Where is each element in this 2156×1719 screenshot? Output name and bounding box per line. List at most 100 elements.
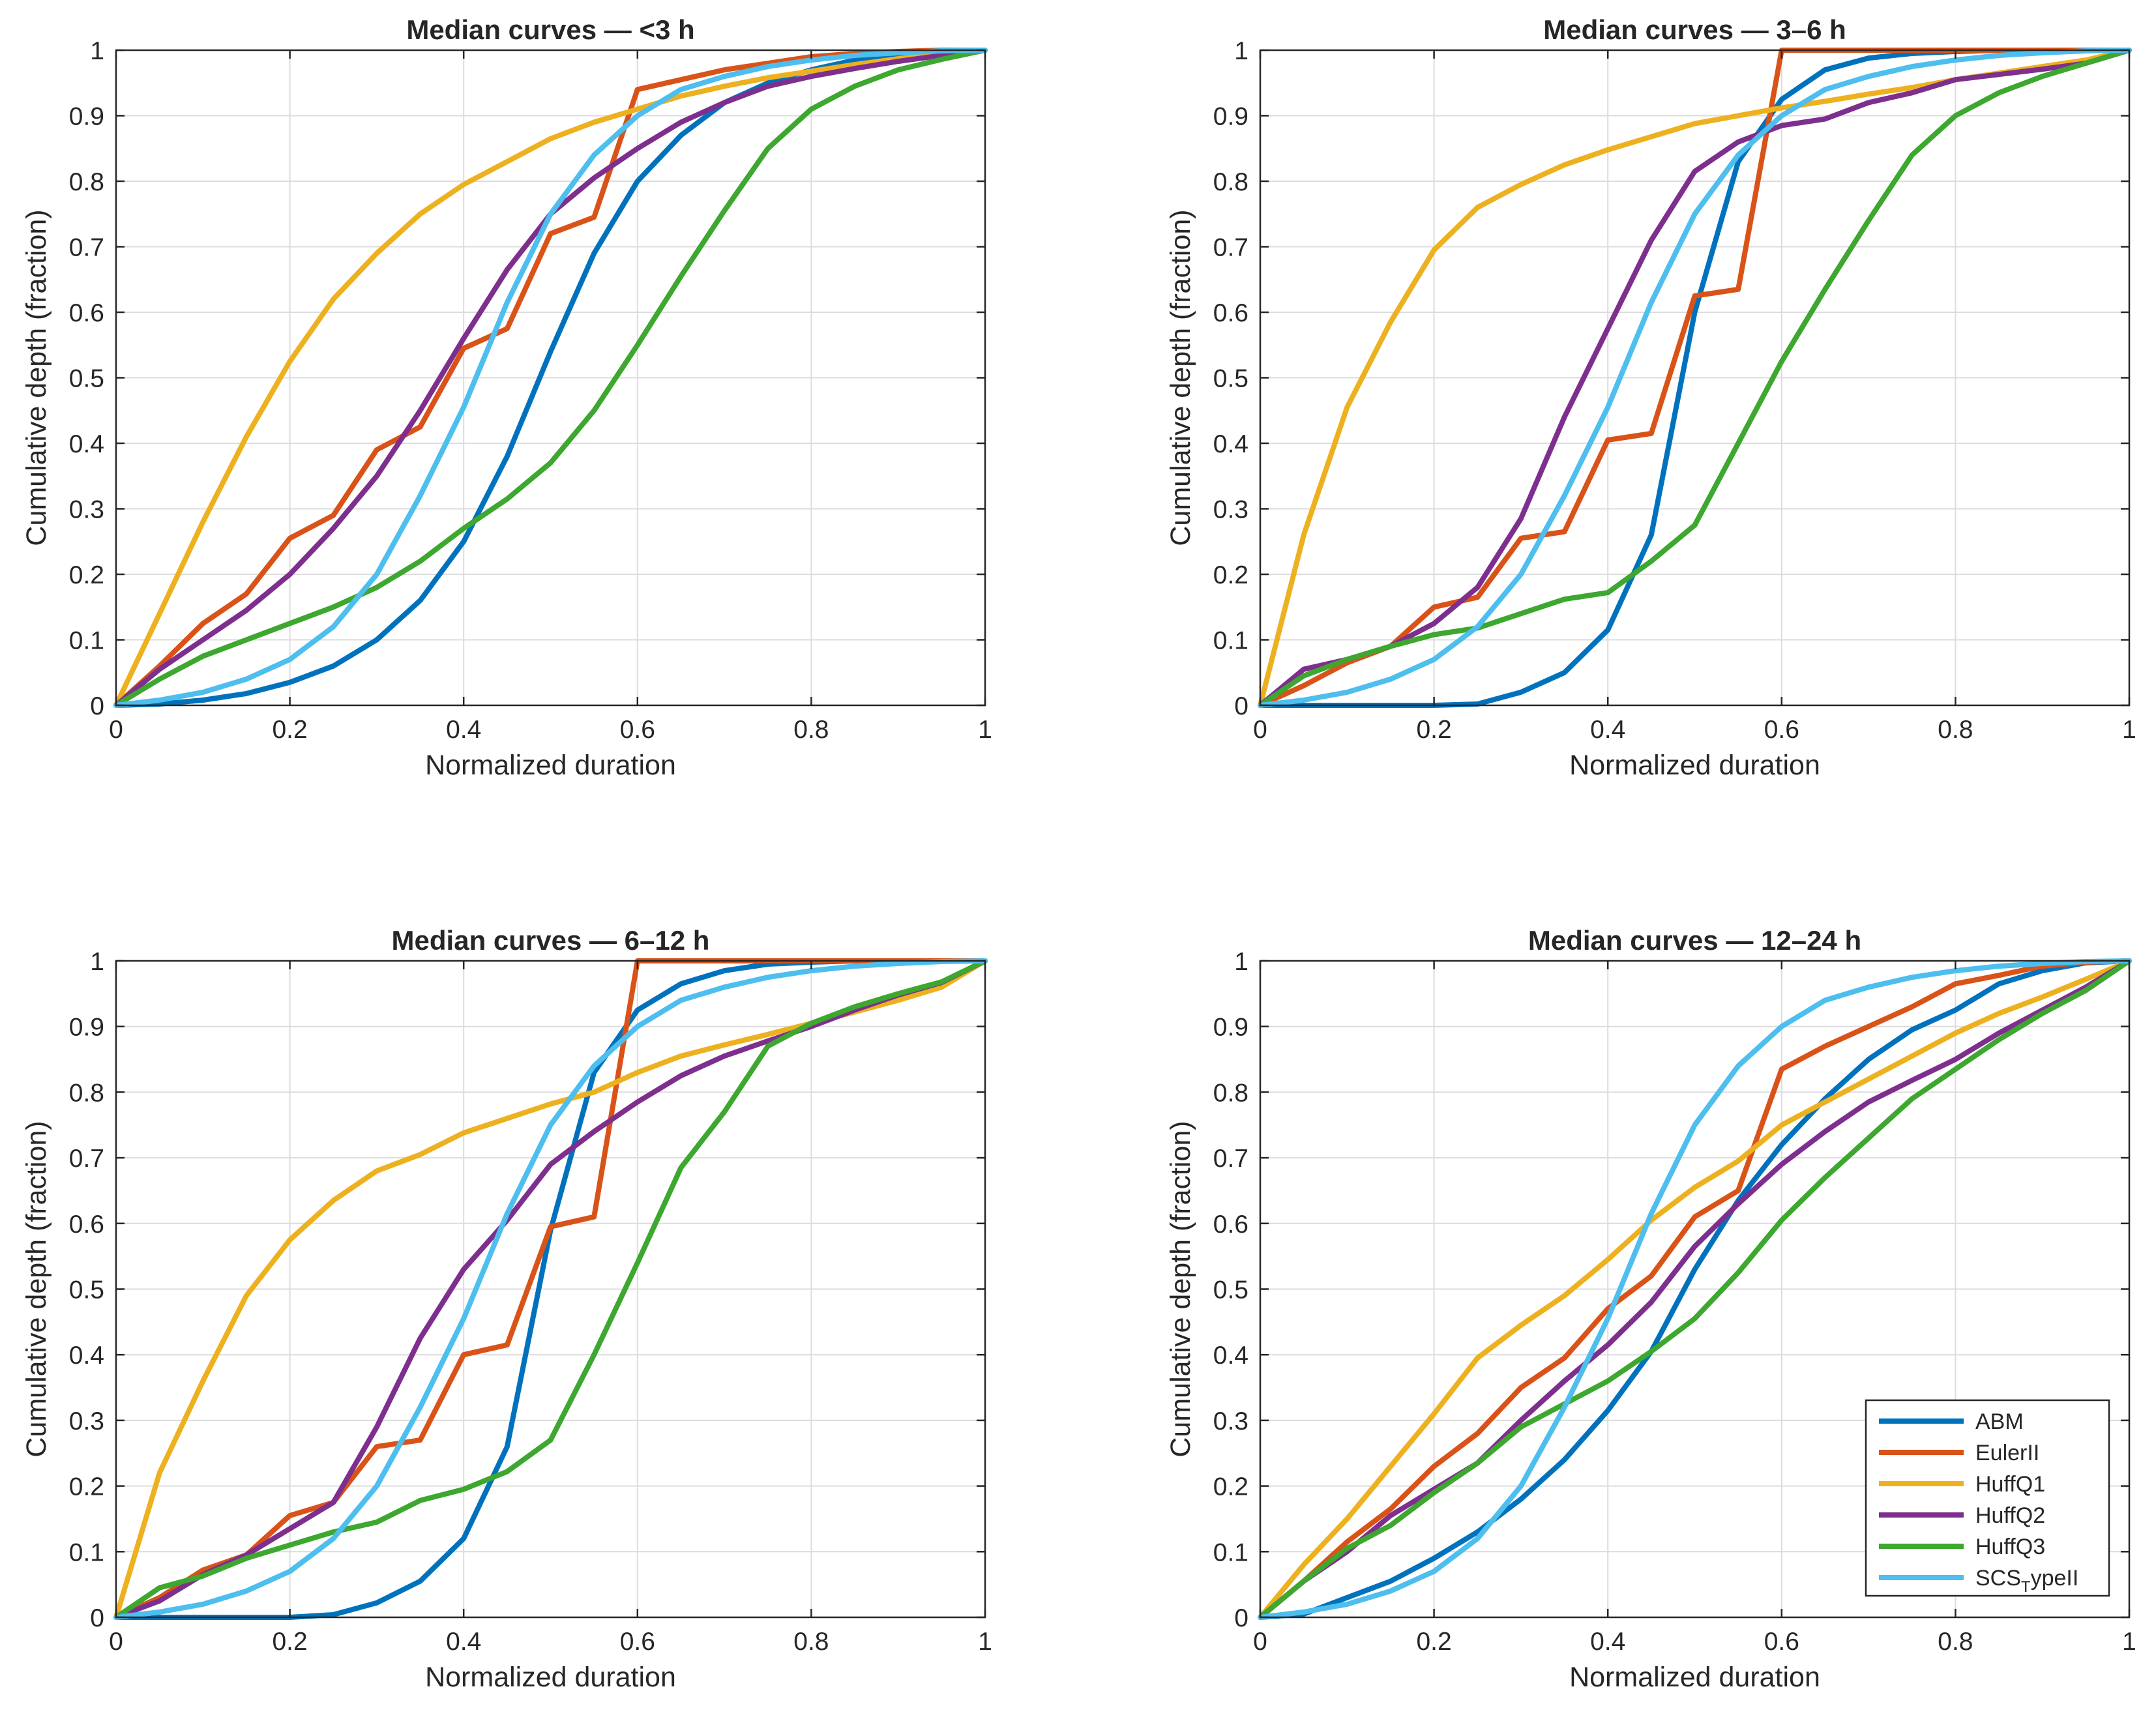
x-axis-label: Normalized duration [425, 1662, 676, 1693]
series-line-huffq1 [1258, 958, 2132, 1620]
y-tick-label: 0.9 [69, 103, 104, 131]
series-line-huffq3 [113, 48, 988, 708]
tick-marks [115, 960, 986, 1619]
series-line-scstypeii [1258, 48, 2132, 708]
y-tick-label: 0.2 [1213, 1473, 1248, 1501]
y-tick-label: 0.8 [69, 1079, 104, 1107]
y-tick-label: 0.7 [1213, 1145, 1248, 1173]
x-tick-label: 0 [1253, 716, 1267, 744]
legend-label-huffq3: HuffQ3 [1975, 1535, 2045, 1559]
y-axis-label: Cumulative depth (fraction) [1165, 209, 1196, 546]
series-line-scstypeii [113, 958, 988, 1620]
y-tick-label: 0.5 [69, 1276, 104, 1304]
y-tick-label: 0.8 [1213, 1079, 1248, 1107]
series-line-huffq3 [1258, 48, 2132, 708]
y-tick-label: 0.9 [1213, 103, 1248, 131]
x-tick-label: 0.8 [1938, 1628, 1973, 1656]
legend-label-rest: ypeII [2031, 1566, 2079, 1591]
y-tick-label: 0.4 [1213, 430, 1248, 458]
y-tick-label: 1 [1234, 948, 1248, 976]
y-tick-label: 0.1 [1213, 627, 1248, 655]
chart-title: Median curves — 3–6 h [1543, 14, 1846, 45]
y-tick-label: 1 [90, 37, 104, 65]
legend-label-huffq1: HuffQ1 [1975, 1472, 2045, 1497]
legend-label-subscript: T [2021, 1578, 2031, 1596]
y-tick-label: 0.2 [69, 561, 104, 589]
y-tick-label: 0.1 [1213, 1538, 1248, 1566]
chart-panel-4: 0 0.2 0.4 0.6 0.8 1 0 0.1 0.2 0.3 0.4 0.5 0.6 0.7 0.8 0… [1165, 925, 2136, 1693]
y-tick-label: 0.9 [69, 1014, 104, 1042]
y-tick-label: 0 [1234, 1604, 1248, 1632]
series-line-huffq2 [1258, 958, 2132, 1620]
y-tick-label: 0.2 [1213, 561, 1248, 589]
y-tick-label: 0.3 [69, 1407, 104, 1435]
y-tick-label: 0 [90, 1604, 104, 1632]
y-tick-label: 0.6 [1213, 1211, 1248, 1239]
x-tick-label: 0.4 [1590, 1628, 1625, 1656]
chart-title: Median curves — <3 h [406, 14, 694, 45]
y-tick-label: 0.3 [69, 496, 104, 524]
y-tick-label: 0.5 [1213, 365, 1248, 393]
x-tick-label: 1 [978, 1628, 992, 1656]
y-tick-label: 0.7 [69, 1145, 104, 1173]
y-tick-label: 0.4 [1213, 1342, 1248, 1370]
x-axis-label: Normalized duration [425, 750, 676, 781]
y-tick-label: 0.7 [69, 234, 104, 262]
x-tick-label: 0.6 [1764, 1628, 1799, 1656]
y-tick-label: 0.8 [1213, 168, 1248, 196]
x-tick-label: 0.2 [272, 716, 307, 744]
x-tick-label: 0.6 [620, 716, 655, 744]
x-tick-label: 0.6 [1764, 716, 1799, 744]
series-line-eulerii [1258, 958, 2132, 1620]
legend-label-abm: ABM [1975, 1409, 2024, 1434]
legend: ABM EulerII HuffQ1 HuffQ2 HuffQ3 SCSTypeII [1865, 1399, 2110, 1597]
y-tick-label: 0.6 [69, 299, 104, 327]
y-tick-label: 0.1 [69, 1538, 104, 1566]
series-line-scstypeii [113, 48, 988, 708]
legend-box [1865, 1399, 2110, 1597]
chart-title: Median curves — 12–24 h [1528, 925, 1861, 956]
x-axis-label: Normalized duration [1569, 1662, 1820, 1693]
series-line-huffq3 [113, 958, 988, 1620]
y-axis-label: Cumulative depth (fraction) [21, 1121, 52, 1457]
y-tick-label: 0.6 [69, 1211, 104, 1239]
y-tick-label: 1 [90, 948, 104, 976]
y-tick-label: 0.6 [1213, 299, 1248, 327]
legend-label-scstypeii: SCSTypeII [1975, 1566, 2078, 1596]
x-tick-label: 0.8 [793, 1628, 829, 1656]
y-tick-label: 0 [90, 692, 104, 720]
x-tick-label: 0.8 [1938, 716, 1973, 744]
y-axis-label: Cumulative depth (fraction) [1165, 1121, 1196, 1457]
chart-panel-1: 0 0.2 0.4 0.6 0.8 1 0 0.1 0.2 0.3 0.4 0.5 0.6 0.7 0.8 0… [21, 14, 992, 781]
x-tick-label: 1 [2122, 1628, 2136, 1656]
x-tick-label: 0 [109, 716, 123, 744]
x-tick-label: 0.2 [1416, 1628, 1451, 1656]
legend-label-main: SCS [1975, 1566, 2021, 1591]
x-tick-label: 0.8 [793, 716, 829, 744]
y-tick-label: 0 [1234, 692, 1248, 720]
x-tick-label: 0.4 [1590, 716, 1625, 744]
legend-label-huffq2: HuffQ2 [1975, 1503, 2045, 1528]
y-tick-label: 0.4 [69, 430, 104, 458]
series-line-huffq2 [1258, 48, 2132, 708]
legend-label-eulerii: EulerII [1975, 1441, 2039, 1465]
y-tick-label: 0.8 [69, 168, 104, 196]
tick-marks [1259, 49, 2131, 707]
series-lines [1258, 958, 2132, 1620]
y-tick-label: 0.9 [1213, 1014, 1248, 1042]
x-axis-label: Normalized duration [1569, 750, 1820, 781]
series-line-huffq2 [113, 958, 988, 1620]
x-tick-label: 0.2 [1416, 716, 1451, 744]
x-tick-label: 0.4 [446, 716, 481, 744]
x-tick-label: 0.4 [446, 1628, 481, 1656]
series-line-scstypeii [1258, 958, 2132, 1620]
y-tick-label: 0.7 [1213, 234, 1248, 262]
y-tick-label: 0.5 [69, 365, 104, 393]
series-line-abm [113, 48, 988, 708]
x-tick-label: 1 [978, 716, 992, 744]
series-line-huffq1 [113, 48, 988, 708]
series-lines [113, 48, 988, 708]
y-tick-label: 0.1 [69, 627, 104, 655]
chart-title: Median curves — 6–12 h [392, 925, 710, 956]
